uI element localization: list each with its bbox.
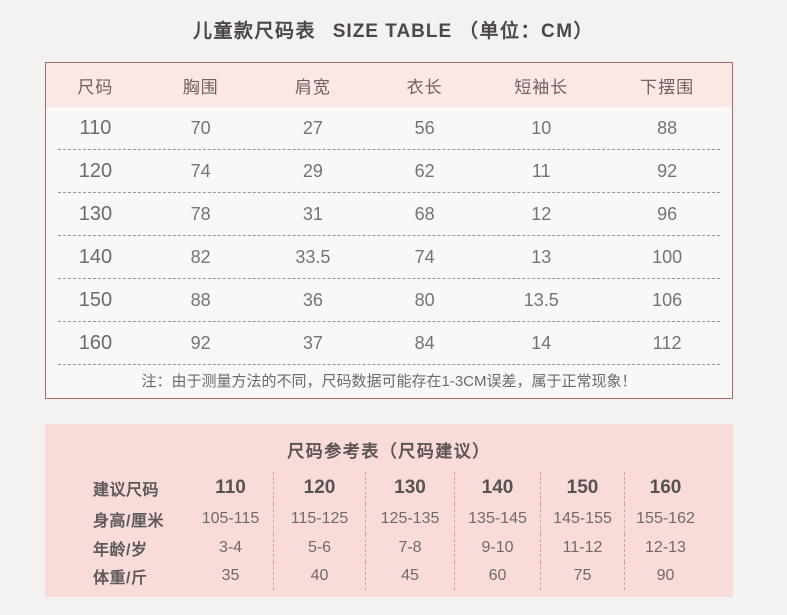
ref-cell: 7-8 [365, 534, 454, 562]
reference-section-title: 尺码参考表（尺码建议） [287, 442, 491, 461]
table-cell: 14 [531, 333, 552, 353]
ref-cell: 75 [540, 562, 624, 590]
ref-cell: 105-115 [201, 510, 260, 527]
ref-cell: 3-4 [218, 539, 243, 556]
column-header: 肩宽 [294, 77, 331, 97]
table-cell: 92 [190, 333, 211, 353]
ref-cell: 155-162 [624, 504, 706, 534]
ref-cell: 145-155 [540, 504, 624, 534]
size-table-note: 注：由于测量方法的不同，尺码数据可能存在1-3CM误差，属于正常现象！ [141, 373, 637, 390]
table-cell: 74 [414, 247, 435, 267]
size-table-header-row: 尺码 胸围 肩宽 衣长 短袖长 下摆围 [46, 63, 732, 107]
table-cell: 92 [657, 161, 678, 181]
column-header: 尺码 [77, 77, 114, 97]
column-header: 短袖长 [514, 77, 569, 97]
page-title-cn: 儿童款尺码表 [192, 21, 316, 42]
table-cell: 100 [652, 247, 683, 267]
reference-table: 建议尺码 110 120 130 140 150 160 身高/厘米 105-1… [93, 472, 733, 590]
size-cell: 150 [78, 289, 113, 311]
ref-cell: 160 [624, 472, 706, 504]
size-table: 尺码 胸围 肩宽 衣长 短袖长 下摆围 110 70 27 56 10 88 1… [45, 62, 733, 399]
ref-cell: 40 [273, 562, 365, 590]
size-cell: 140 [78, 246, 113, 268]
page-title-unit: （单位：CM） [458, 21, 595, 42]
table-cell: 84 [414, 333, 435, 353]
column-header: 下摆围 [640, 77, 695, 97]
ref-cell: 11-12 [540, 534, 624, 562]
table-cell: 88 [190, 290, 211, 310]
size-cell: 120 [78, 160, 113, 182]
table-cell: 68 [414, 204, 435, 224]
ref-cell: 5-6 [273, 534, 365, 562]
ref-cell: 120 [273, 472, 365, 504]
table-cell: 88 [657, 118, 678, 138]
ref-cell: 45 [365, 562, 454, 590]
table-cell: 10 [531, 118, 552, 138]
ref-row-label: 身高/厘米 [93, 513, 164, 530]
table-cell: 12 [531, 204, 552, 224]
table-cell: 37 [302, 333, 323, 353]
size-cell: 110 [79, 117, 112, 139]
ref-cell: 135-145 [454, 504, 540, 534]
table-cell: 80 [414, 290, 435, 310]
size-cell: 130 [78, 203, 113, 225]
table-cell: 70 [190, 118, 211, 138]
table-cell: 31 [302, 204, 323, 224]
table-row: 150 88 36 80 13.5 106 [46, 279, 732, 322]
table-cell: 13 [531, 247, 552, 267]
column-header: 衣长 [406, 77, 443, 97]
table-cell: 106 [652, 290, 683, 310]
table-cell: 78 [190, 204, 211, 224]
table-row: 120 74 29 62 11 92 [46, 150, 732, 193]
ref-row-label: 体重/斤 [93, 570, 148, 587]
table-row: 130 78 31 68 12 96 [46, 193, 732, 236]
ref-cell: 140 [454, 472, 540, 504]
size-cell: 160 [78, 332, 113, 354]
table-row: 160 92 37 84 14 112 [46, 322, 732, 365]
table-cell: 36 [302, 290, 323, 310]
page-title-en: SIZE TABLE [332, 21, 453, 42]
column-header: 胸围 [182, 77, 219, 97]
table-cell: 11 [531, 161, 551, 181]
reference-section: 尺码参考表（尺码建议） 建议尺码 110 120 130 140 150 160… [45, 424, 733, 597]
ref-cell: 12-13 [624, 534, 706, 562]
ref-cell: 9-10 [454, 534, 540, 562]
ref-row-label: 年龄/岁 [93, 542, 148, 559]
table-cell: 33.5 [295, 247, 331, 267]
table-cell: 13.5 [523, 290, 559, 310]
ref-row-label: 建议尺码 [93, 482, 160, 499]
page-title: 儿童款尺码表 SIZE TABLE （单位：CM） [0, 16, 787, 43]
ref-cell: 90 [624, 562, 706, 590]
table-cell: 62 [414, 161, 435, 181]
table-cell: 74 [190, 161, 211, 181]
table-cell: 112 [652, 333, 682, 353]
ref-cell: 115-125 [273, 504, 365, 534]
table-row: 110 70 27 56 10 88 [46, 107, 732, 150]
ref-cell: 35 [221, 567, 240, 584]
ref-cell: 60 [454, 562, 540, 590]
ref-cell: 130 [365, 472, 454, 504]
table-cell: 27 [302, 118, 323, 138]
table-row: 140 82 33.5 74 13 100 [46, 236, 732, 279]
ref-cell: 110 [215, 477, 246, 498]
ref-cell: 150 [540, 472, 624, 504]
table-cell: 56 [414, 118, 435, 138]
table-cell: 96 [657, 204, 678, 224]
table-cell: 82 [190, 247, 211, 267]
table-cell: 29 [302, 161, 323, 181]
ref-cell: 125-135 [365, 504, 454, 534]
